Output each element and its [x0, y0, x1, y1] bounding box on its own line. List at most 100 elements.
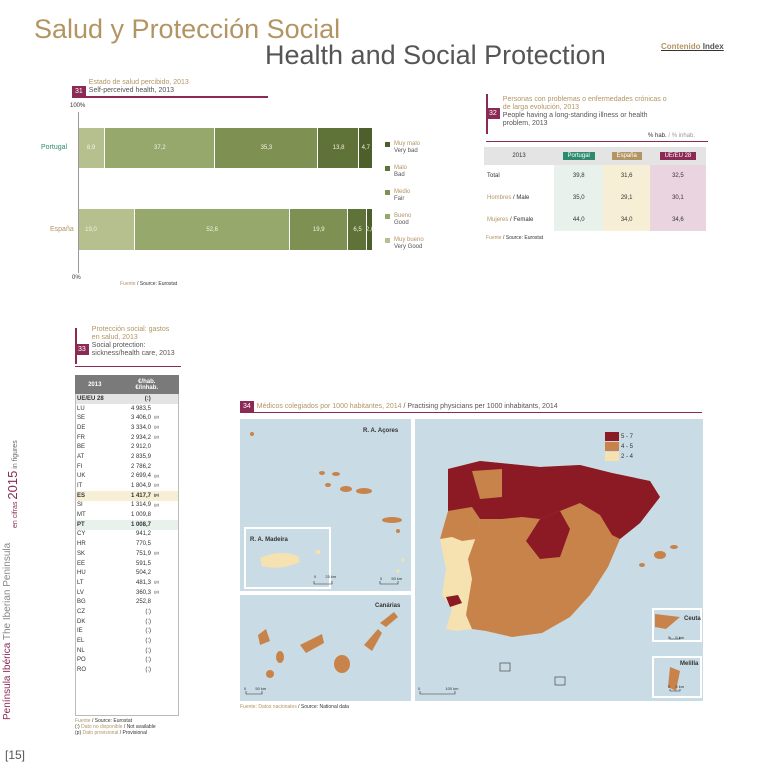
fig33-col-unit: €/hab. €/inhab.: [114, 375, 179, 394]
side-year: 2015: [5, 470, 20, 500]
canarias-island: [334, 655, 350, 673]
provisional-flag: (p): [154, 550, 159, 555]
legend-item: Muy malo Very bad: [385, 141, 420, 155]
fig32-number: 32: [486, 108, 500, 119]
scale-label-5: 5 km: [675, 684, 685, 689]
fig32-row-label-es: Hombres: [487, 195, 512, 201]
bar-value-label: 19,9: [312, 226, 325, 233]
map-legend-item: 2 - 4: [605, 452, 633, 461]
fig32-row-label-en: / Female: [510, 217, 534, 223]
canarias-island: [300, 634, 324, 653]
table-cell-country: AT: [77, 453, 85, 460]
fig34-legend: 5 - 7 4 - 5 2 - 4: [605, 432, 633, 462]
table-cell-country: IT: [77, 483, 83, 490]
bar-segment: [358, 128, 373, 168]
azores-island: [250, 432, 254, 436]
table-cell-country: LU: [77, 405, 85, 412]
fig32-title: Personas con problemas o enfermedades cr…: [503, 96, 667, 128]
azores-islands: [250, 432, 402, 533]
legend-label-es: Muy malo: [394, 141, 421, 147]
fig31-source-name: Eurostat: [158, 281, 177, 287]
legend-label-en: Fair: [394, 196, 405, 202]
table-row: BG 252,8: [75, 597, 179, 607]
fig32-row-label-es: Mujeres: [487, 217, 509, 223]
table-cell-country: SK: [77, 550, 86, 557]
bar-segment: [318, 128, 359, 168]
map-legend-swatch: [605, 442, 619, 451]
fig32-cell: 34,6: [649, 209, 706, 231]
azores-island: [356, 488, 372, 494]
fig32-col-year: 2013: [484, 147, 554, 165]
table-cell-value: (:): [145, 667, 151, 674]
table-cell-value: 1 009,8: [130, 512, 151, 519]
legend-item: Medio Fair: [385, 189, 410, 203]
spain-west-region: [476, 519, 502, 575]
legend-item: Malo Bad: [385, 165, 407, 179]
fig33-note1-en: / Not available: [122, 724, 156, 730]
side-peninsula-en: The Iberian Peninsula: [2, 542, 13, 641]
fig32-row-label-en: / Male: [513, 195, 530, 201]
table-row: AT 2 835,9: [75, 452, 179, 462]
fig33-header-row: 2013 €/hab. €/inhab.: [75, 375, 179, 394]
table-cell-value: (:): [145, 647, 151, 654]
fig32-cell: 32,5: [649, 165, 706, 187]
canarias-island: [364, 629, 382, 651]
legend-label-en: Very bad: [394, 148, 418, 154]
legend-label-es: Malo: [394, 165, 408, 171]
contenido-label[interactable]: Contenido: [661, 42, 701, 51]
canarias-islands: [258, 612, 398, 678]
table-row: LU 4 983,5: [75, 404, 179, 414]
index-label[interactable]: Index: [702, 42, 724, 51]
table-cell-value: 1 314,9 (p): [130, 501, 159, 509]
legend-text: Bueno Good: [394, 213, 411, 227]
scale-label-group-50a: 0 50 km: [380, 576, 402, 581]
provisional-flag: (p): [154, 433, 159, 439]
fig33-source: Fuente / Source: Eurostat (:) Dato no di…: [75, 718, 156, 736]
table-cell-country: IE: [77, 628, 83, 635]
table-cell-country: FR: [77, 434, 85, 441]
portugal-north-region: [440, 507, 480, 541]
map-canarias-panel: [240, 595, 411, 701]
table-row: HR 770,5: [75, 539, 179, 549]
page-number: [15]: [5, 748, 26, 762]
fig34-rule: [240, 412, 702, 413]
spain-northwest-region: [472, 469, 502, 499]
canarias-island: [276, 651, 284, 663]
fig32-unit: % hab. / % inhab.: [648, 133, 695, 139]
scale-label-group-50b: 0 50 km: [244, 686, 266, 691]
fig33-title-en-2: sickness/health care, 2013: [91, 350, 175, 357]
fig33-number: 33: [75, 344, 89, 355]
fig33-col-unit-1: €/hab.: [138, 378, 156, 385]
scale-bar-50-canarias: [245, 691, 263, 695]
bar-segment: [134, 209, 290, 250]
fig32-cell: 39,8: [554, 165, 604, 187]
table-row: LT 481,3 (p): [75, 578, 179, 588]
fig33-title-es-2: en salud, 2013: [91, 334, 138, 341]
scale-label-100: 100 km: [445, 686, 459, 691]
legend-swatch: [385, 214, 390, 219]
scale-label-zero: 0: [668, 684, 671, 689]
fig32-header: 32 Personas con problemas o enfermedades…: [486, 96, 667, 128]
fig34-title-en: / Practising physicians per 1000 inhabit…: [403, 403, 558, 410]
map-legend-label: 4 - 5: [621, 443, 634, 450]
azores-island: [382, 517, 402, 523]
provisional-flag: (p): [154, 579, 159, 585]
legend-text: Medio Fair: [394, 189, 410, 203]
balearic-island: [670, 545, 678, 549]
legend-label-es: Bueno: [394, 213, 412, 219]
fig32-title-en-2: problem, 2013: [502, 120, 548, 127]
table-row: IE (:): [75, 627, 179, 637]
table-row: NL (:): [75, 646, 179, 656]
map-legend-label: 5 - 7: [621, 433, 634, 440]
provisional-flag: (p): [154, 424, 159, 430]
fig32-row-label: Hombres / Male: [484, 187, 554, 209]
melilla-shape: [668, 667, 680, 691]
fig32-header-row: 2013 Portugal España UE/EU 28: [484, 147, 706, 165]
table-cell-value: 1 417,7 (p): [114, 490, 179, 501]
contents-link[interactable]: Contenido Index: [661, 42, 724, 51]
bar-value-label: 8,9: [86, 145, 96, 151]
azores-island: [319, 471, 325, 475]
legend-text: Muy bueno Very Good: [394, 237, 424, 251]
table-cell-value: 2 934,2 (p): [130, 433, 159, 441]
side-in-figures: in figures: [12, 440, 19, 469]
